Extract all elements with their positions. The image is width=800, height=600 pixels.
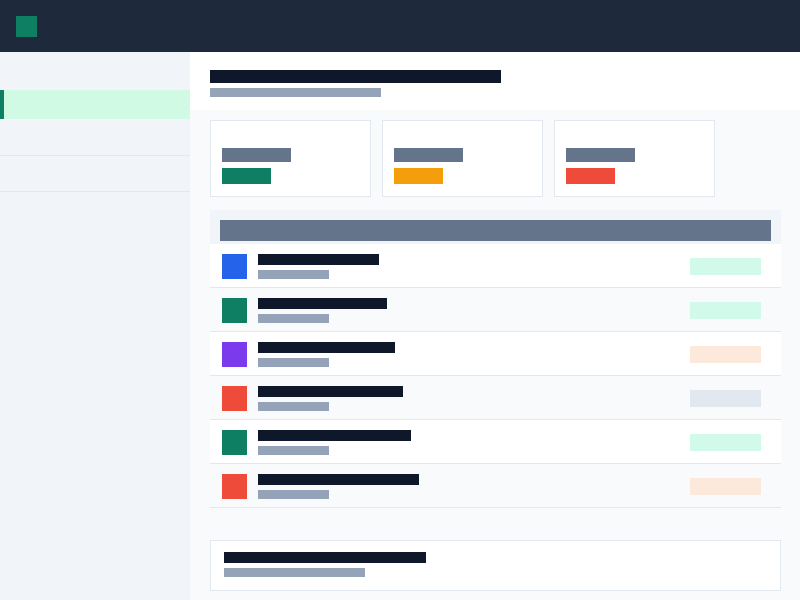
row-subtitle-placeholder (258, 446, 329, 455)
row-subtitle-placeholder (258, 270, 329, 279)
footer-subtitle-placeholder (224, 568, 365, 577)
stat-value-placeholder (222, 168, 271, 184)
stat-value-placeholder (566, 168, 615, 184)
stat-label-placeholder (566, 148, 635, 162)
table-row[interactable] (210, 244, 781, 288)
row-subtitle-placeholder (258, 490, 329, 499)
row-title-placeholder (258, 430, 411, 441)
row-icon (222, 474, 247, 499)
row-badge (690, 302, 761, 319)
table-row[interactable] (210, 332, 781, 376)
row-title-placeholder (258, 386, 403, 397)
row-icon (222, 298, 247, 323)
row-icon (222, 386, 247, 411)
row-subtitle-placeholder (258, 314, 329, 323)
row-badge (690, 434, 761, 451)
row-icon (222, 342, 247, 367)
table-row[interactable] (210, 464, 781, 508)
stat-value-placeholder (394, 168, 443, 184)
page-title-placeholder (210, 70, 501, 83)
row-title-placeholder (258, 474, 419, 485)
nav-item[interactable] (0, 156, 190, 192)
table-row[interactable] (210, 288, 781, 332)
stat-card[interactable] (210, 120, 371, 197)
nav-item[interactable] (0, 119, 190, 156)
row-badge (690, 478, 761, 495)
row-title-placeholder (258, 342, 395, 353)
stat-label-placeholder (222, 148, 291, 162)
row-subtitle-placeholder (258, 402, 329, 411)
footer-card[interactable] (210, 540, 781, 591)
nav-item-active[interactable] (0, 90, 190, 119)
row-title-placeholder (258, 298, 387, 309)
row-badge (690, 258, 761, 275)
row-badge (690, 346, 761, 363)
top-bar (0, 0, 800, 52)
table-header (220, 220, 771, 241)
row-subtitle-placeholder (258, 358, 329, 367)
stat-label-placeholder (394, 148, 463, 162)
sidebar (0, 52, 190, 600)
row-title-placeholder (258, 254, 379, 265)
footer-title-placeholder (224, 552, 426, 563)
logo[interactable] (16, 16, 37, 37)
page-header (190, 52, 800, 110)
page-subtitle-placeholder (210, 88, 381, 97)
row-icon (222, 430, 247, 455)
row-badge (690, 390, 761, 407)
table-row[interactable] (210, 420, 781, 464)
stat-card[interactable] (554, 120, 715, 197)
stat-card[interactable] (382, 120, 543, 197)
row-icon (222, 254, 247, 279)
table-row[interactable] (210, 376, 781, 420)
table (210, 210, 781, 508)
